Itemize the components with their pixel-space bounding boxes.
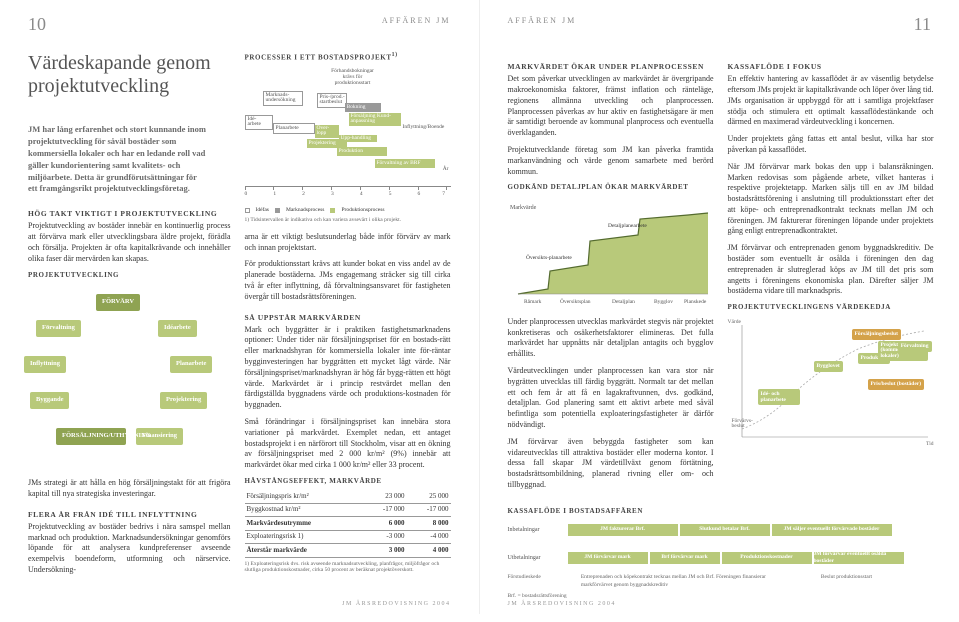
page-right: 11 AFFÄREN JM MARKVÄRDET ÖKAR UNDER PLAN… bbox=[480, 0, 959, 614]
svg-text:Detaljplanearbete: Detaljplanearbete bbox=[608, 223, 647, 229]
cycle-node-planarbete: Planarbete bbox=[170, 356, 212, 373]
body-text: JM förvärvar även bebyggda fastigheter s… bbox=[508, 437, 714, 491]
body-text: När JM förvärvar mark bokas den upp i ba… bbox=[728, 162, 934, 238]
cycle-node-inflyttning: Inflyttning bbox=[24, 356, 66, 373]
vc-box: Pris/beslut (bostäder) bbox=[868, 379, 925, 390]
timeline-box-plan: Planarbete bbox=[273, 123, 315, 134]
body-text: JMs strategi är att hålla en hög försälj… bbox=[28, 478, 231, 500]
page-footer: JM ÅRSREDOVISNING 2004 bbox=[508, 600, 616, 608]
cycle-node-byggande: Byggande bbox=[30, 392, 69, 409]
table-row: Exploateringsrisk 1)-3 000-4 000 bbox=[245, 530, 451, 543]
timeline-box-bokning: Bokning bbox=[345, 103, 381, 112]
body-text: Mark och byggrätter är i praktiken fasti… bbox=[245, 325, 451, 411]
timeline-box-ide: Idé-arbete bbox=[245, 115, 273, 130]
section-heading: MARKVÄRDET ÖKAR UNDER PLANPROCESSEN bbox=[508, 62, 714, 72]
right-column: PROCESSER I ETT BOSTADSPROJEKT1) Förhand… bbox=[245, 52, 451, 582]
body-text: JM förvärvar och entreprenaden genom byg… bbox=[728, 243, 934, 297]
cycle-node-idearb: Idéarbete bbox=[158, 320, 197, 337]
svg-text:Råmark: Råmark bbox=[524, 298, 542, 305]
axis-label: År bbox=[441, 165, 451, 174]
table-row: Byggkostnad kr/m²-17 000-17 000 bbox=[245, 503, 451, 516]
timeline-box-forsalj: Försäljning Kund-anpassning bbox=[349, 113, 401, 126]
timeline-box-forvalt: Förvaltning av BRF bbox=[375, 159, 435, 168]
page-title: Värdeskapande genom projektutveckling bbox=[28, 52, 231, 98]
lead-paragraph: JM har lång erfarenhet och stort kunnand… bbox=[28, 124, 208, 195]
body-text: arna är ett viktigt beslutsunderlag både… bbox=[245, 232, 451, 254]
page-left: 10 AFFÄREN JM Värdeskapande genom projek… bbox=[0, 0, 480, 614]
page-footer: JM ÅRSREDOVISNING 2004 bbox=[342, 600, 450, 608]
cycle-node-forvarv: FÖRVÄRV bbox=[96, 294, 140, 311]
section-heading: KASSAFLÖDE I FOKUS bbox=[728, 62, 934, 72]
calc-table: Försäljningspris kr/m²23 00025 000 Byggk… bbox=[245, 490, 451, 557]
vc-box: Förvaltning bbox=[898, 341, 932, 352]
right-col-2: KASSAFLÖDE I FOKUS En effektiv hantering… bbox=[728, 52, 934, 497]
plan-chart: Markvärde Översikts-planarbete Detaljpla… bbox=[508, 199, 714, 309]
timeline-label: Förhandsbokningar krävs för produktionss… bbox=[323, 67, 383, 87]
timeline-legend: Idéfas Marknadsprocess Produktionsproces… bbox=[245, 207, 451, 214]
calc-title: HÄVSTÅNGSEFFEKT, MARKVÄRDE bbox=[245, 477, 451, 486]
timeline-box-upp: Upp-handling bbox=[339, 135, 377, 143]
cashflow-row-in: Inbetalningar JM fakturerar Brf. Slutkun… bbox=[508, 522, 931, 538]
svg-text:Översikts-planarbete: Översikts-planarbete bbox=[526, 254, 572, 261]
cashflow-title: KASSAFLÖDE I BOSTADSAFFÄREN bbox=[508, 507, 932, 516]
section-heading: HÖG TAKT VIKTIGT I PROJEKTUTVECKLING bbox=[28, 209, 231, 219]
svg-text:Planskede: Planskede bbox=[684, 299, 707, 305]
cycle-node-forvaltning: Förvaltning bbox=[36, 320, 81, 337]
running-head-right: AFFÄREN JM bbox=[508, 16, 577, 27]
cycle-diagram: FÖRVÄRV Idéarbete Planarbete Projekterin… bbox=[28, 288, 228, 468]
timeline-box-inflytt: Inflyttning/Boende bbox=[401, 123, 451, 132]
svg-text:Markvärde: Markvärde bbox=[510, 205, 537, 211]
body-text: Små förändringar i försäljningspriset ka… bbox=[245, 417, 451, 471]
timeline-box-marknad: Marknads-undersökning bbox=[263, 91, 303, 106]
vc-box: Idé- och planarbete bbox=[758, 389, 800, 405]
body-text: Under projektets gång fattas ett antal b… bbox=[728, 134, 934, 156]
value-chain-title: PROJEKTUTVECKLINGENS VÄRDEKEDJA bbox=[728, 303, 934, 312]
plan-chart-title: GODKÄND DETALJPLAN ÖKAR MARKVÄRDET bbox=[508, 183, 714, 192]
left-column: Värdeskapande genom projektutveckling JM… bbox=[28, 52, 231, 582]
cycle-node-projektering: Projektering bbox=[160, 392, 207, 409]
table-row: Försäljningspris kr/m²23 00025 000 bbox=[245, 490, 451, 503]
body-text: Projektutveckling av bostäder innebär en… bbox=[28, 221, 231, 264]
page-number-right: 11 bbox=[914, 12, 931, 36]
svg-text:Bygglov: Bygglov bbox=[654, 299, 673, 305]
cashflow-row-out: Utbetalningar JM förvärvar mark Brf förv… bbox=[508, 550, 931, 566]
section-heading: FLERA ÅR FRÅN IDÉ TILL INFLYTTNING bbox=[28, 510, 231, 520]
timeline-box-prod: Produktion bbox=[337, 147, 387, 156]
right-col-1: MARKVÄRDET ÖKAR UNDER PLANPROCESSEN Det … bbox=[508, 52, 714, 497]
body-text: Det som påverkar utvecklingen av markvär… bbox=[508, 74, 714, 139]
cashflow-footnote: Brf. = bostadsrättsförening bbox=[508, 593, 931, 600]
svg-text:Översiktsplan: Översiktsplan bbox=[560, 298, 591, 305]
table-row: Markvärdesutrymme6 0008 000 bbox=[245, 517, 451, 530]
body-text: För produktionsstart krävs att kunder bo… bbox=[245, 259, 451, 302]
figure-title: PROJEKTUTVECKLING bbox=[28, 271, 231, 280]
vc-box: Försäljningsbeslut bbox=[852, 329, 901, 340]
section-heading: SÅ UPPSTÅR MARKVÄRDEN bbox=[245, 313, 451, 323]
page-number-left: 10 bbox=[28, 12, 46, 36]
timeline-footnote: 1) Tidsintervallen är indikativa och kan… bbox=[245, 217, 451, 224]
body-text: Projektutvecklande företag som JM kan på… bbox=[508, 145, 714, 177]
timeline-box-overlopp: Över-lopp bbox=[315, 125, 339, 138]
body-text: Projektutveckling av bostäder bedrivs i … bbox=[28, 522, 231, 576]
timeline-axis bbox=[245, 186, 451, 187]
body-text: En effektiv hantering av kassaflödet är … bbox=[728, 74, 934, 128]
body-text: Värdeutvecklingen under planprocessen ka… bbox=[508, 366, 714, 431]
cycle-node-forsaljning: FÖRSÄLJNING/UTHYRNING bbox=[56, 428, 126, 445]
timeline-chart: Förhandsbokningar krävs för produktionss… bbox=[245, 67, 451, 207]
svg-text:Detaljplan: Detaljplan bbox=[612, 299, 635, 305]
table-row: Återstår markvärde3 0004 000 bbox=[245, 544, 451, 557]
value-chain-chart: Värde Tid Försäljningsbeslut Bygglovet I… bbox=[728, 319, 934, 449]
calc-footnote: 1) Exploateringsrisk dvs. risk avseende … bbox=[245, 561, 451, 574]
body-text: Under planprocessen utvecklas markvärdet… bbox=[508, 317, 714, 360]
timeline-title: PROCESSER I ETT BOSTADSPROJEKT1) bbox=[245, 52, 451, 63]
vc-box: Bygglovet bbox=[814, 361, 843, 372]
timeline-box-prisprod: Pris-/prod.-startbeslut bbox=[317, 93, 347, 108]
running-head-left: AFFÄREN JM bbox=[382, 16, 451, 27]
